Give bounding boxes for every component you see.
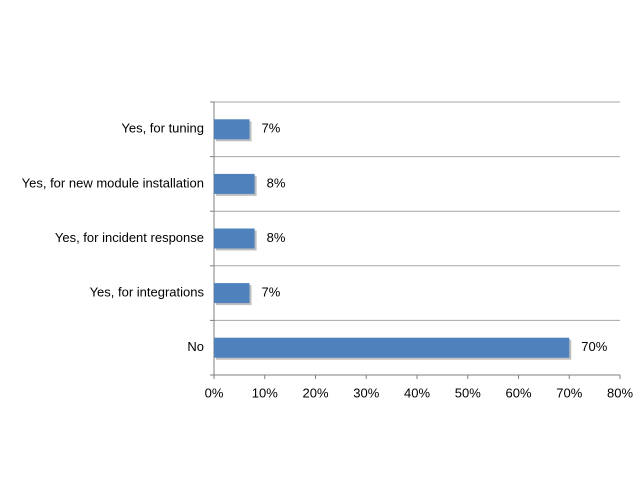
x-tick-label: 40% xyxy=(404,385,430,400)
bar xyxy=(214,283,250,304)
category-label: Yes, for tuning xyxy=(121,121,204,136)
x-tick-label: 70% xyxy=(556,385,582,400)
x-tick-label: 80% xyxy=(607,385,633,400)
value-label: 8% xyxy=(267,175,286,190)
category-label: No xyxy=(187,339,204,354)
value-label: 70% xyxy=(581,339,607,354)
value-label: 8% xyxy=(267,230,286,245)
bar xyxy=(214,119,250,140)
value-label: 7% xyxy=(262,121,281,136)
x-tick-label: 10% xyxy=(252,385,278,400)
bar xyxy=(214,337,570,358)
category-label: Yes, for incident response xyxy=(55,230,204,245)
category-label: Yes, for integrations xyxy=(90,285,205,300)
value-label: 7% xyxy=(262,285,281,300)
x-tick-label: 50% xyxy=(455,385,481,400)
x-tick-label: 20% xyxy=(302,385,328,400)
bar xyxy=(214,173,255,194)
bar xyxy=(214,228,255,249)
x-tick-label: 0% xyxy=(205,385,224,400)
category-label: Yes, for new module installation xyxy=(22,175,204,190)
x-tick-label: 30% xyxy=(353,385,379,400)
x-tick-label: 60% xyxy=(505,385,531,400)
